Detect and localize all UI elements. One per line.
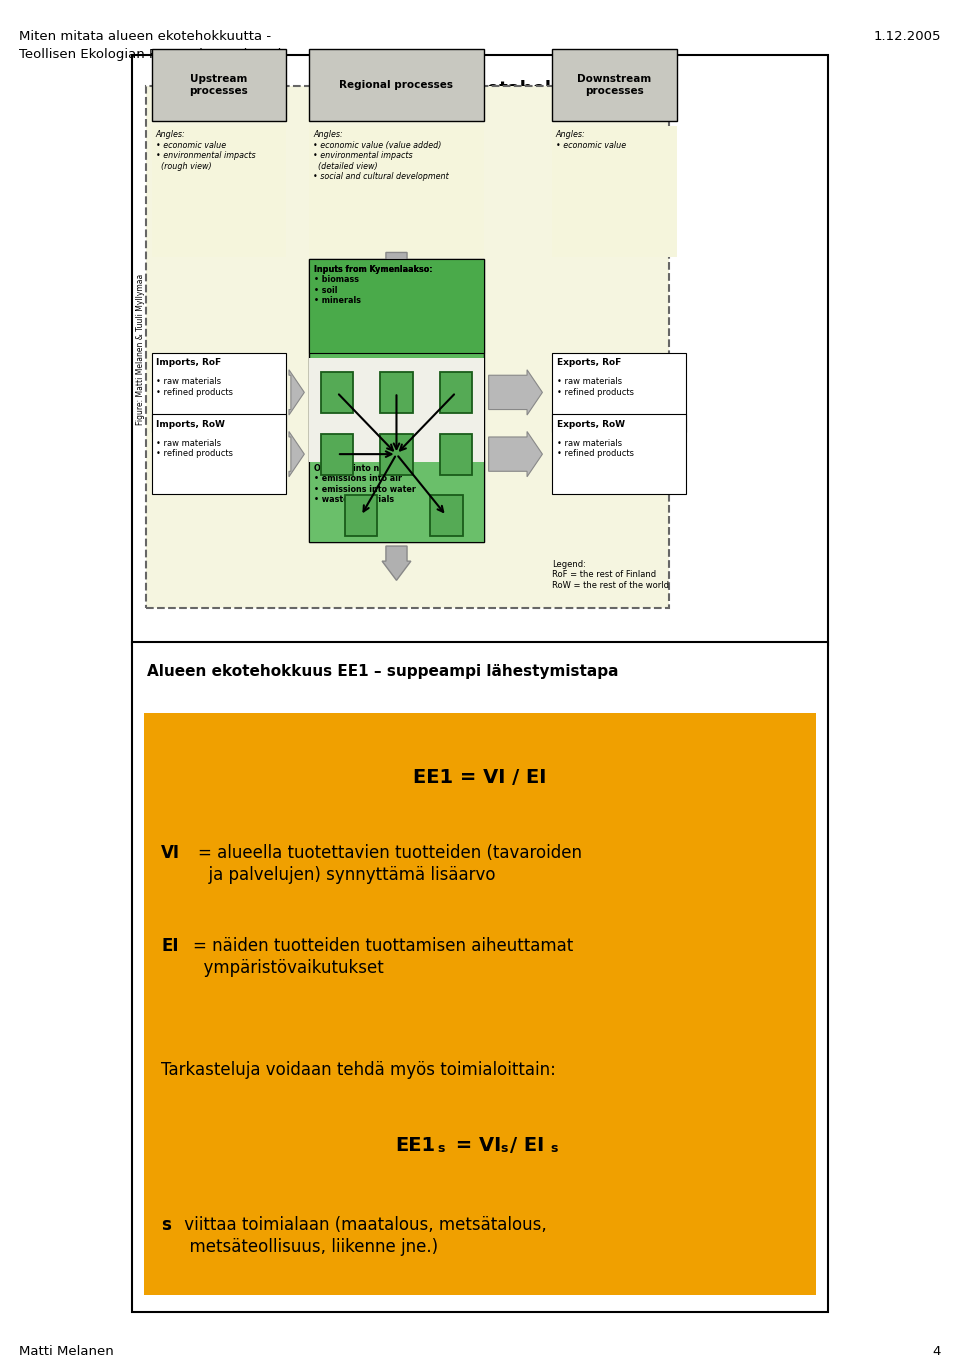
Text: Angles:
• economic value: Angles: • economic value: [556, 130, 626, 150]
FancyBboxPatch shape: [552, 49, 677, 121]
Text: Angles:
• economic value (value added)
• environmental impacts
  (detailed view): Angles: • economic value (value added) •…: [313, 130, 448, 181]
Text: = näiden tuotteiden tuottamisen aiheuttamat
  ympäristövaikutukset: = näiden tuotteiden tuottamisen aiheutta…: [193, 937, 573, 977]
Text: s: s: [551, 1142, 558, 1154]
Text: EI: EI: [161, 937, 179, 955]
Text: = VI: = VI: [448, 1136, 501, 1155]
Text: “Regional metabolism”: “Regional metabolism”: [362, 80, 598, 97]
Text: Legend:
RoF = the rest of Finland
RoW = the rest of the world: Legend: RoF = the rest of Finland RoW = …: [552, 560, 669, 590]
Text: Outputs into nature:
• emissions into air
• emissions into water
• waste materia: Outputs into nature: • emissions into ai…: [314, 464, 416, 504]
Text: VI: VI: [161, 844, 180, 862]
FancyArrow shape: [489, 432, 542, 477]
Text: Alueen ekotehokkuus EE1 – suppeampi lähestymistapa: Alueen ekotehokkuus EE1 – suppeampi lähe…: [147, 664, 618, 679]
Text: 4: 4: [932, 1346, 941, 1358]
FancyBboxPatch shape: [309, 126, 484, 257]
FancyBboxPatch shape: [144, 713, 816, 1295]
FancyBboxPatch shape: [152, 126, 286, 257]
FancyBboxPatch shape: [321, 372, 353, 413]
FancyBboxPatch shape: [430, 495, 463, 536]
FancyBboxPatch shape: [380, 434, 413, 475]
Text: Tarkasteluja voidaan tehdä myös toimialoittain:: Tarkasteluja voidaan tehdä myös toimialo…: [161, 1061, 556, 1078]
FancyArrow shape: [489, 370, 542, 414]
FancyBboxPatch shape: [152, 353, 286, 432]
Text: s: s: [501, 1142, 508, 1154]
FancyBboxPatch shape: [380, 372, 413, 413]
FancyBboxPatch shape: [132, 642, 828, 1312]
FancyBboxPatch shape: [440, 434, 472, 475]
FancyBboxPatch shape: [552, 126, 677, 257]
Text: • raw materials
• refined products: • raw materials • refined products: [156, 377, 233, 397]
Text: Exports, RoF: Exports, RoF: [557, 358, 621, 368]
Text: Exports, RoW: Exports, RoW: [557, 420, 625, 429]
FancyArrow shape: [382, 252, 411, 288]
FancyBboxPatch shape: [152, 49, 286, 121]
FancyBboxPatch shape: [152, 414, 286, 494]
FancyBboxPatch shape: [309, 460, 484, 542]
Text: Figure: Matti Melanen & Tuuli Myllymaa: Figure: Matti Melanen & Tuuli Myllymaa: [135, 274, 145, 425]
Text: Downstream
processes: Downstream processes: [577, 74, 652, 96]
Text: 1.12.2005: 1.12.2005: [874, 30, 941, 43]
FancyBboxPatch shape: [552, 353, 686, 432]
Text: Miten mitata alueen ekotehokkuutta -
Teollisen Ekologian Foorumin seminaari: Miten mitata alueen ekotehokkuutta - Teo…: [19, 30, 281, 62]
FancyBboxPatch shape: [309, 358, 484, 462]
Text: = alueella tuotettavien tuotteiden (tavaroiden
  ja palvelujen) synnyttämä lisäa: = alueella tuotettavien tuotteiden (tava…: [198, 844, 582, 884]
Text: / EI: / EI: [511, 1136, 544, 1155]
Text: Regional processes: Regional processes: [340, 80, 453, 91]
Text: s: s: [437, 1142, 444, 1154]
FancyBboxPatch shape: [309, 358, 484, 462]
FancyArrow shape: [289, 432, 304, 477]
FancyBboxPatch shape: [552, 414, 686, 494]
FancyBboxPatch shape: [440, 372, 472, 413]
Text: s: s: [161, 1216, 171, 1233]
Text: Imports, RoW: Imports, RoW: [156, 420, 226, 429]
Text: viittaa toimialaan (maatalous, metsätalous,
  metsäteollisuus, liikenne jne.): viittaa toimialaan (maatalous, metsätalo…: [179, 1216, 546, 1255]
Text: • raw materials
• refined products: • raw materials • refined products: [557, 439, 634, 458]
FancyBboxPatch shape: [132, 55, 828, 645]
Text: Upstream
processes: Upstream processes: [189, 74, 249, 96]
FancyArrow shape: [289, 370, 304, 414]
Text: EE1: EE1: [396, 1136, 435, 1155]
FancyBboxPatch shape: [309, 259, 484, 353]
Text: Angles:
• economic value
• environmental impacts
  (rough view): Angles: • economic value • environmental…: [156, 130, 255, 170]
FancyArrow shape: [382, 546, 411, 580]
FancyBboxPatch shape: [321, 434, 353, 475]
FancyBboxPatch shape: [146, 86, 669, 608]
Text: • raw materials
• refined products: • raw materials • refined products: [557, 377, 634, 397]
Text: EE1 = VI / EI: EE1 = VI / EI: [414, 768, 546, 788]
FancyBboxPatch shape: [309, 49, 484, 121]
Text: Inputs from Kymenlaakso:: Inputs from Kymenlaakso:: [314, 265, 432, 274]
Text: • raw materials
• refined products: • raw materials • refined products: [156, 439, 233, 458]
FancyBboxPatch shape: [309, 259, 484, 542]
Text: Inputs from Kymenlaakso:
• biomass
• soil
• minerals: Inputs from Kymenlaakso: • biomass • soi…: [314, 265, 432, 305]
Text: Matti Melanen: Matti Melanen: [19, 1346, 114, 1358]
FancyBboxPatch shape: [345, 495, 377, 536]
Text: Imports, RoF: Imports, RoF: [156, 358, 222, 368]
